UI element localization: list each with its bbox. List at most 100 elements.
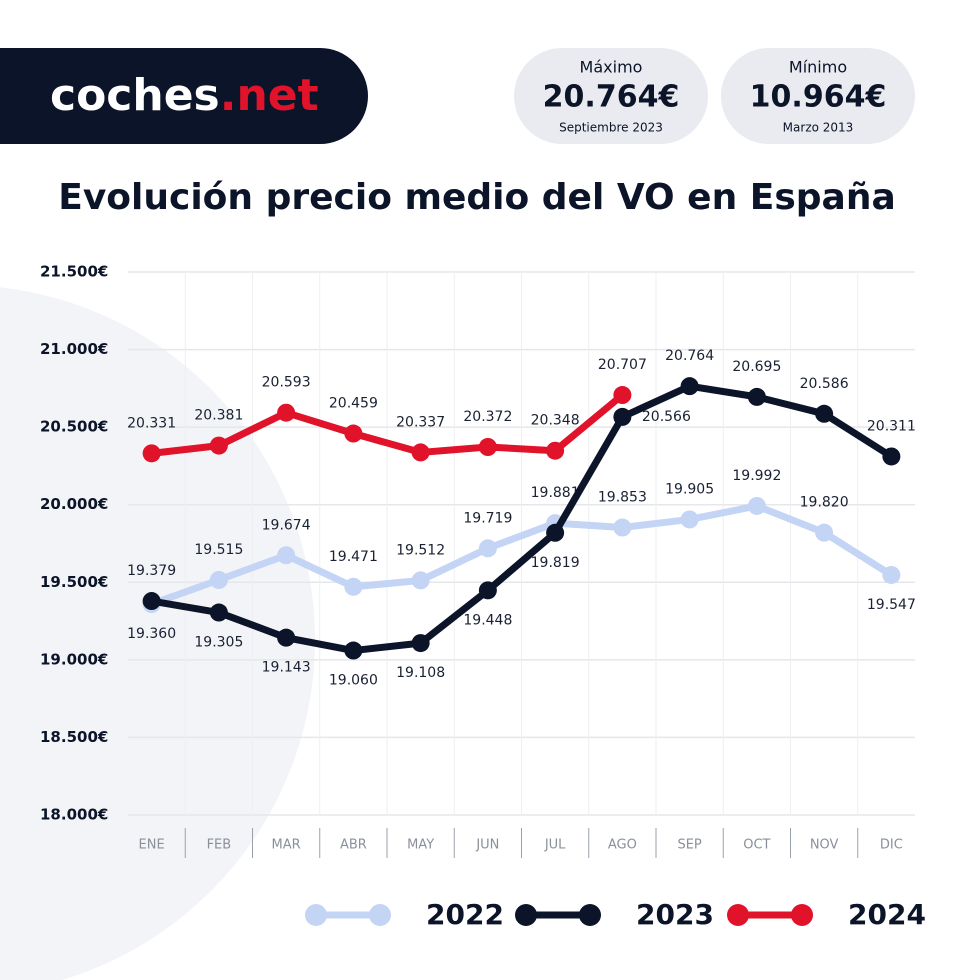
data-label: 20.459 [329, 396, 378, 412]
data-label: 20.331 [127, 415, 176, 431]
y-tick-label: 19.000€ [40, 650, 108, 668]
legend-dot [369, 904, 391, 926]
stat-date: Marzo 2013 [783, 121, 854, 135]
background-circle [0, 287, 315, 980]
data-label: 19.547 [867, 597, 916, 613]
series-line [151, 392, 625, 457]
data-label: 20.593 [262, 375, 311, 391]
data-label: 20.764 [665, 348, 714, 364]
data-label: 19.515 [194, 542, 243, 558]
stat-value: 20.764€ [543, 80, 680, 115]
data-point [815, 404, 834, 423]
x-tick-label: AGO [608, 838, 637, 853]
chart-title: Evolución precio medio del VO en España [58, 177, 896, 218]
data-point [411, 443, 430, 462]
data-label: 20.381 [194, 408, 243, 424]
data-point [613, 407, 632, 426]
legend-dot [515, 904, 537, 926]
stat-value: 10.964€ [750, 80, 887, 115]
data-point [747, 387, 766, 406]
legend-dot [579, 904, 601, 926]
logo-banner [0, 48, 368, 144]
data-point [882, 565, 901, 584]
y-tick-label: 20.500€ [40, 418, 108, 436]
data-label: 19.719 [463, 510, 512, 526]
data-label: 19.819 [531, 555, 580, 571]
data-label: 19.060 [329, 673, 378, 689]
data-point [277, 546, 296, 565]
data-point [277, 403, 296, 422]
data-label: 19.853 [598, 490, 647, 506]
data-label: 19.305 [194, 635, 243, 651]
data-point [209, 436, 228, 455]
y-tick-label: 19.500€ [40, 573, 108, 591]
data-point [546, 523, 565, 542]
data-point [411, 571, 430, 590]
data-point [478, 581, 497, 600]
data-label: 19.448 [463, 612, 512, 628]
data-label: 19.905 [665, 481, 714, 497]
data-point [546, 441, 565, 460]
legend-label: 2023 [636, 898, 714, 931]
data-label: 19.143 [262, 660, 311, 676]
data-point [478, 539, 497, 558]
x-tick-label: MAR [272, 838, 301, 853]
data-point [478, 438, 497, 457]
data-label: 19.674 [262, 517, 311, 533]
data-label: 19.820 [800, 495, 849, 511]
y-tick-label: 21.000€ [40, 340, 108, 358]
logo-main: coches [50, 70, 220, 121]
data-point [613, 386, 632, 405]
data-label: 20.348 [531, 413, 580, 429]
legend-dot [305, 904, 327, 926]
data-point [209, 570, 228, 589]
data-label: 20.311 [867, 418, 916, 434]
y-tick-label: 20.000€ [40, 495, 108, 513]
data-point [344, 424, 363, 443]
x-tick-label: NOV [810, 838, 839, 853]
data-label: 19.379 [127, 563, 176, 579]
data-point [747, 496, 766, 515]
data-label: 19.360 [127, 626, 176, 642]
data-label: 19.512 [396, 542, 445, 558]
x-tick-label: FEB [207, 838, 232, 853]
data-label: 20.707 [598, 357, 647, 373]
data-label: 20.695 [732, 359, 781, 375]
data-point [882, 447, 901, 466]
legend-label: 2022 [426, 898, 504, 931]
data-point [680, 510, 699, 529]
legend-dot [727, 904, 749, 926]
data-point [344, 577, 363, 596]
data-point [142, 444, 161, 463]
legend-dot [791, 904, 813, 926]
series-line [150, 502, 894, 608]
data-label: 19.992 [732, 468, 781, 484]
x-tick-label: ENE [139, 838, 165, 853]
data-label: 20.586 [800, 376, 849, 392]
data-point [209, 603, 228, 622]
data-label: 20.372 [463, 409, 512, 425]
x-tick-label: DIC [880, 838, 903, 853]
x-tick-label: MAY [407, 838, 434, 853]
x-tick-label: JUL [544, 838, 566, 853]
stat-card [514, 48, 708, 144]
y-tick-label: 21.500€ [40, 263, 108, 281]
y-tick-label: 18.500€ [40, 728, 108, 746]
stat-date: Septiembre 2023 [559, 121, 663, 135]
data-point [680, 377, 699, 396]
stat-card [721, 48, 915, 144]
legend-label: 2024 [848, 898, 926, 931]
stat-title: Máximo [580, 58, 643, 77]
x-tick-label: JUN [475, 838, 499, 853]
data-point [411, 634, 430, 653]
x-tick-label: ABR [340, 838, 367, 853]
logo: coches.net [50, 70, 319, 121]
y-tick-label: 18.000€ [40, 806, 108, 824]
data-point [344, 641, 363, 660]
series-line [151, 382, 894, 655]
data-label: 20.337 [396, 414, 445, 430]
stat-title: Mínimo [789, 58, 847, 77]
x-tick-label: SEP [677, 838, 701, 853]
